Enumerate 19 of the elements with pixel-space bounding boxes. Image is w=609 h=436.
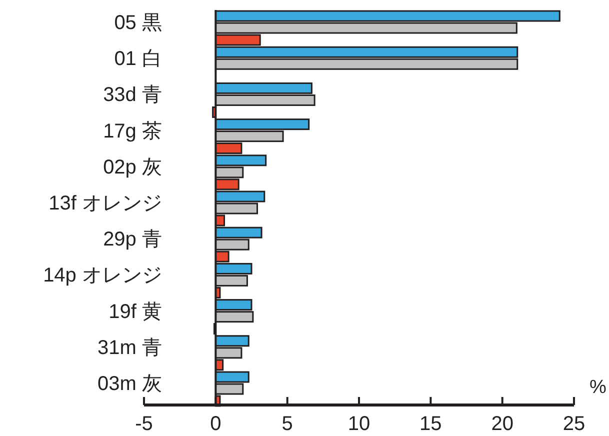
x-axis-title: % (590, 377, 607, 398)
x-tick-label: 20 (491, 413, 514, 435)
y-tick-label: 19f 黄 (108, 300, 162, 323)
y-tick-label: 17g 茶 (103, 120, 162, 142)
y-tick-label: 03m 灰 (98, 373, 162, 395)
y-tick-label: 14p オレンジ (43, 264, 162, 287)
y-tick-label: 29p 青 (103, 228, 162, 251)
y-tick-label: 02p 灰 (103, 156, 162, 178)
x-tick-label: -5 (135, 413, 153, 435)
y-tick-label: 33d 青 (103, 84, 162, 106)
x-tick-label: 25 (562, 413, 586, 435)
y-tick-label: 13f オレンジ (48, 192, 162, 214)
x-tick-label: 5 (282, 413, 293, 435)
x-tick-label: 10 (348, 413, 370, 435)
y-tick-label: 01 白 (114, 48, 162, 70)
y-tick-label: 31m 青 (98, 336, 162, 359)
x-tick-label: 0 (210, 413, 222, 435)
y-tick-label: 05 黒 (114, 12, 162, 34)
x-tick-label: 15 (420, 413, 442, 435)
